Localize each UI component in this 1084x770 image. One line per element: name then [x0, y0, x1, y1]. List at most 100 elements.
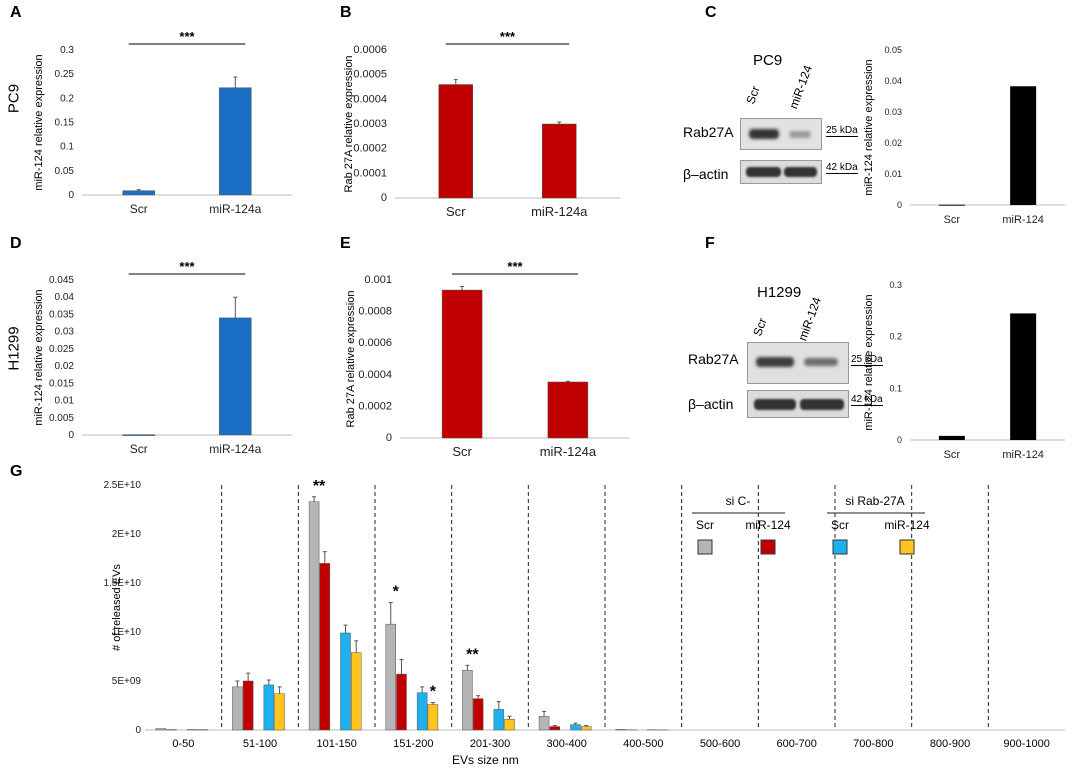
bar — [542, 123, 577, 199]
x-tick-label: 900-1000 — [1003, 738, 1050, 750]
bar — [122, 434, 155, 436]
y-tick-label: 0 — [135, 725, 141, 736]
y-axis-label: # of released EVs — [111, 564, 123, 651]
y-tick-label: 0.3 — [60, 45, 74, 56]
x-tick-label: Scr — [944, 214, 961, 226]
x-tick-label: 101-150 — [316, 738, 356, 750]
bar — [1010, 86, 1037, 205]
y-tick-label: 0 — [897, 200, 902, 210]
panel-letter-a: A — [10, 4, 22, 21]
y-tick-label: 0.01 — [55, 396, 75, 407]
bar — [547, 381, 589, 439]
legend-label: Scr — [831, 518, 849, 532]
blot-c: PC9 Scr miR-124 25 kDa 42 kDa — [738, 50, 868, 220]
bar — [472, 698, 484, 731]
bar — [462, 669, 473, 731]
chart-e: 0 0.0002 0.0004 0.0006 0.0008 0.001 Scr miR-124… — [345, 259, 630, 459]
blot-c-band-rab27a — [740, 118, 822, 150]
bar — [538, 716, 550, 731]
significance-marker: *** — [507, 259, 523, 274]
blot-c-band-actin — [740, 160, 822, 184]
legend-group-label: si C- — [726, 494, 751, 508]
y-axis-label: Rab 27A relative expression — [343, 56, 355, 193]
x-tick-label: Scr — [944, 449, 961, 461]
blot-f-label-actin: β–actin — [688, 396, 734, 412]
bar — [549, 726, 561, 731]
bar — [615, 729, 626, 731]
bar — [350, 652, 362, 731]
y-tick-label: 0.1 — [60, 142, 74, 153]
y-tick-label: 0 — [68, 190, 74, 201]
y-tick-label: 0.0008 — [358, 306, 392, 318]
panel-letter-g: G — [10, 463, 23, 480]
y-tick-label: 0.045 — [49, 275, 74, 286]
y-axis-label: miR-124 relative expression — [33, 54, 45, 190]
y-tick-label: 0.03 — [884, 107, 902, 117]
x-tick-label: miR-124a — [531, 204, 588, 219]
y-tick-label: 0.2 — [60, 93, 74, 104]
blot-f-band-rab27a — [747, 342, 849, 384]
bar — [122, 190, 155, 196]
y-tick-label: 0.3 — [889, 280, 902, 290]
y-tick-label: 0.05 — [884, 45, 902, 55]
y-tick-label: 0.015 — [49, 378, 74, 389]
y-tick-label: 0.0001 — [353, 167, 387, 179]
y-tick-label: 0.0004 — [358, 369, 392, 381]
y-axis-label: miR-124 relative expression — [863, 59, 875, 195]
bar — [308, 501, 320, 731]
panel-letter-d: D — [10, 235, 22, 252]
panel-letter-c: C — [705, 4, 717, 21]
blot-f-kda-42: 42 kDa — [851, 394, 883, 406]
y-tick-label: 5E+09 — [112, 676, 142, 687]
bar — [493, 709, 505, 731]
y-tick-label: 0 — [897, 435, 902, 445]
panel-letter-f: F — [705, 235, 715, 252]
x-tick-label: miR-124a — [540, 444, 597, 459]
bar — [1010, 313, 1037, 440]
significance-marker: ** — [466, 646, 479, 663]
y-tick-label: 0.035 — [49, 309, 74, 320]
x-tick-label: 151-200 — [393, 738, 433, 750]
legend-swatch — [899, 539, 915, 555]
x-tick-label: 700-800 — [853, 738, 893, 750]
chart-b: 0 0.0001 0.0002 0.0003 0.0004 0.0005 0.0006 Scr… — [343, 29, 620, 219]
significance-marker: *** — [179, 29, 195, 44]
bar — [438, 84, 473, 199]
y-tick-label: 2.5E+10 — [103, 480, 141, 491]
y-axis-label: Rab 27A relative expression — [345, 291, 357, 428]
blot-c-kda-25: 25 kDa — [826, 125, 858, 137]
y-tick-label: 0.01 — [884, 169, 902, 179]
bar — [219, 87, 252, 196]
y-tick-label: 0.1 — [889, 383, 902, 393]
legend-swatch — [832, 539, 848, 555]
y-tick-label: 0.0005 — [353, 69, 387, 81]
blot-c-lane-mir124: miR-124 — [786, 63, 816, 111]
bar — [319, 563, 331, 731]
bar — [396, 673, 407, 731]
legend-label: Scr — [696, 518, 714, 532]
x-tick-label: 800-900 — [930, 738, 970, 750]
y-axis-label: miR-124 relative expression — [33, 289, 45, 425]
bar — [938, 204, 965, 206]
legend-swatch — [760, 539, 776, 555]
x-tick-label: Scr — [446, 204, 466, 219]
legend-label: miR-124 — [745, 518, 791, 532]
panel-letter-e: E — [340, 235, 351, 252]
bar — [340, 632, 351, 731]
y-tick-label: 0.005 — [49, 413, 74, 424]
blot-f-title: H1299 — [757, 284, 802, 301]
y-tick-label: 0.15 — [55, 118, 75, 129]
y-tick-label: 0 — [386, 432, 392, 444]
x-tick-label: Scr — [130, 442, 148, 456]
significance-marker: * — [393, 584, 400, 601]
x-tick-label: Scr — [452, 444, 472, 459]
x-tick-label: 300-400 — [546, 738, 586, 750]
bar — [441, 289, 483, 439]
y-tick-label: 0.0002 — [358, 400, 392, 412]
chart-d: 0 0.005 0.01 0.015 0.02 0.025 0.03 0.035 0.04 0.0… — [33, 259, 292, 456]
y-tick-label: 0.04 — [884, 76, 902, 86]
blot-f-label-rab27a: Rab27A — [688, 351, 739, 367]
y-axis-label: miR-124 relative expression — [863, 294, 875, 430]
bar — [219, 317, 252, 436]
bar — [263, 684, 275, 731]
